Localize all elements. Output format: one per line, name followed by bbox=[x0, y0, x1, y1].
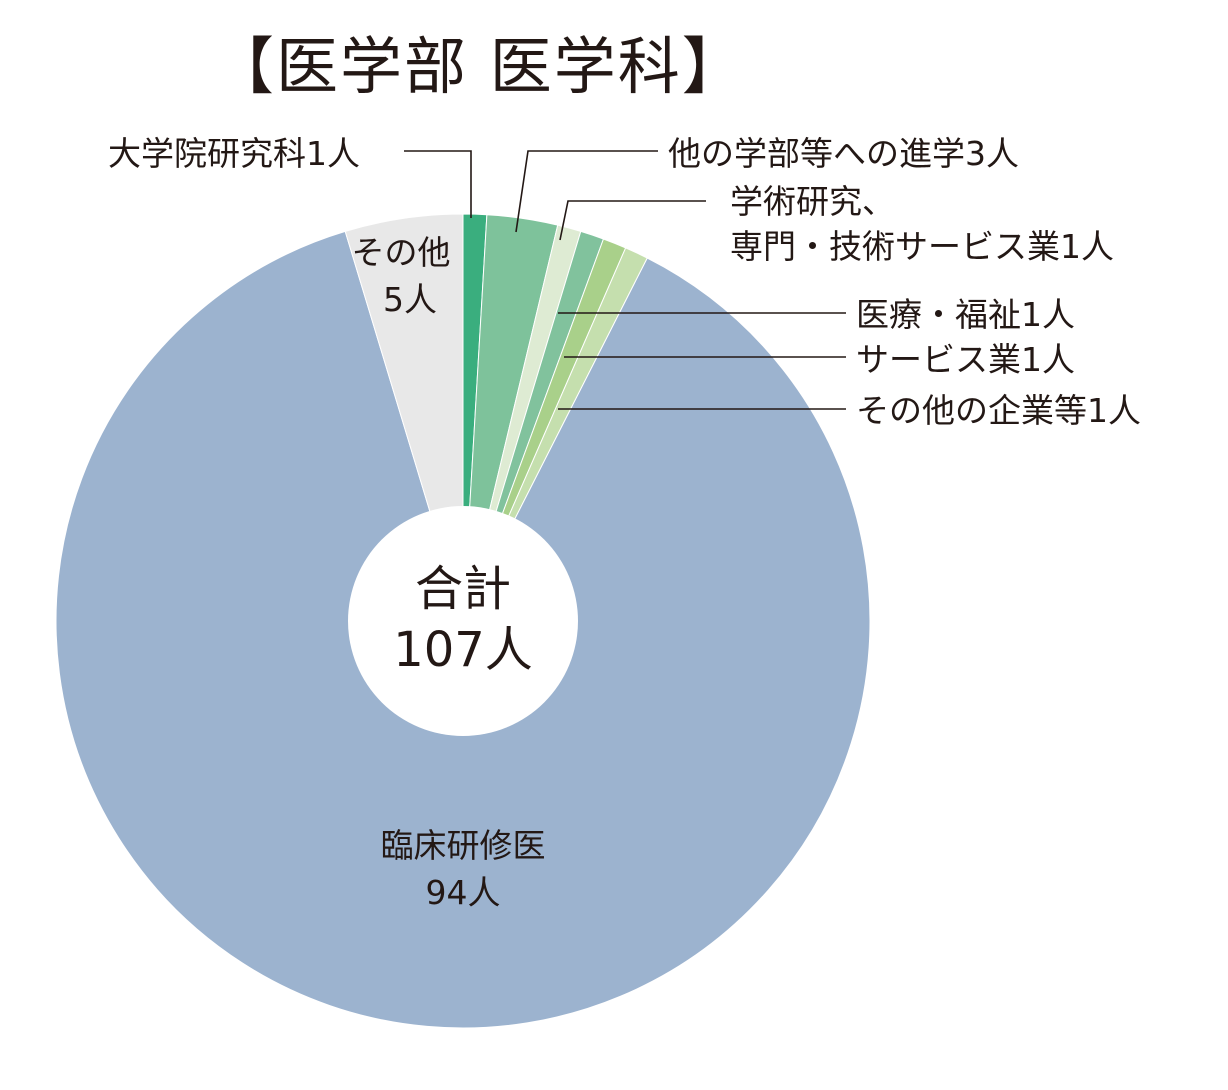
label-medical-welfare: 医療・福祉1人 bbox=[856, 295, 1075, 334]
center-label-total-word: 合計 bbox=[415, 561, 511, 617]
label-other-companies: その他の企業等1人 bbox=[856, 391, 1141, 430]
label-other-line2: 5人 bbox=[383, 280, 437, 319]
leader-line-other-faculty bbox=[515, 150, 658, 233]
label-other-faculty: 他の学部等への進学3人 bbox=[668, 134, 1019, 173]
label-academic-research-line2: 専門・技術サービス業1人 bbox=[730, 227, 1114, 266]
label-academic-research-line1: 学術研究、 bbox=[730, 182, 895, 221]
chart-title: 【医学部 医学科】 bbox=[212, 30, 746, 103]
center-hole bbox=[348, 506, 578, 736]
leader-line-graduate-school bbox=[404, 150, 472, 218]
slice-labels: 大学院研究科1人 他の学部等への進学3人 学術研究、 専門・技術サービス業1人 … bbox=[108, 134, 1141, 912]
label-other-line1: その他 bbox=[352, 233, 451, 272]
leader-line-academic-research bbox=[559, 200, 706, 241]
label-clinical-residents-line1: 臨床研修医 bbox=[381, 826, 546, 865]
leader-lines bbox=[404, 150, 846, 410]
label-graduate-school: 大学院研究科1人 bbox=[108, 134, 360, 173]
center-label-total-value: 107人 bbox=[393, 622, 533, 678]
label-service: サービス業1人 bbox=[856, 340, 1075, 379]
label-clinical-residents-line2: 94人 bbox=[426, 873, 501, 912]
